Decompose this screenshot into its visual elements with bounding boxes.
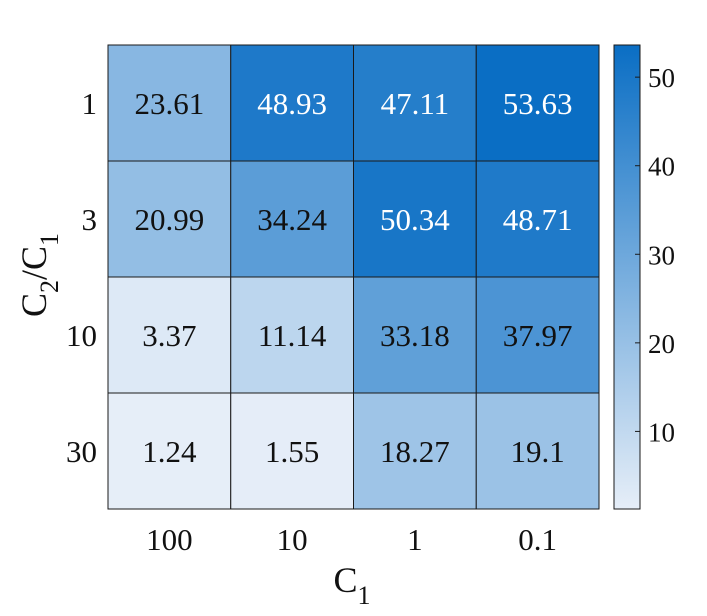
x-tick-label-1: 10 xyxy=(277,522,308,557)
colorbar-tick-label-2: 30 xyxy=(648,240,675,270)
heatmap-cell-r0-c0 xyxy=(107,44,232,162)
cell-value-label-r1-c1: 34.24 xyxy=(257,202,327,237)
y-axis-label-num-sub: 2 xyxy=(35,280,64,293)
y-axis-label: C2/C1 xyxy=(14,233,64,317)
heatmap-cell-r2-c3 xyxy=(475,276,600,394)
heatmap-cell-r0-c3 xyxy=(475,44,600,162)
heatmap-cell-r3-c0 xyxy=(107,392,232,510)
colorbar-tick-label-0: 10 xyxy=(648,417,675,447)
heatmap-cell-r1-c0 xyxy=(107,160,232,278)
colorbar-tick-label-4: 50 xyxy=(648,63,675,93)
y-tick-label-3: 30 xyxy=(66,434,97,469)
heatmap-cell-r0-c1 xyxy=(230,44,354,162)
cell-value-label-r1-c0: 20.99 xyxy=(135,202,205,237)
y-tick-label-0: 1 xyxy=(82,86,98,121)
colorbar-gradient xyxy=(613,44,641,510)
y-axis-label-den-sub: 1 xyxy=(35,233,64,246)
x-tick-label-0: 100 xyxy=(146,522,193,557)
x-tick-label-3: 0.1 xyxy=(518,522,557,557)
cell-value-label-r1-c3: 48.71 xyxy=(503,202,573,237)
x-axis-label-base: C xyxy=(333,560,357,600)
cell-value-label-r2-c1: 11.14 xyxy=(258,318,327,353)
heatmap-cells: 23.61 48.93 47.11 53.63 20.99 34.24 50.34 48.71… xyxy=(107,44,600,510)
heatmap-cell-r0-c2 xyxy=(353,44,477,162)
cell-value-label-r2-c3: 37.97 xyxy=(503,318,573,353)
y-tick-labels: 1 3 10 30 xyxy=(66,86,97,469)
x-tick-labels: 100 10 1 0.1 xyxy=(146,522,557,557)
cell-value-label-r3-c3: 19.1 xyxy=(511,434,565,469)
cell-value-label-r3-c2: 18.27 xyxy=(380,434,450,469)
cell-value-label-r0-c2: 47.11 xyxy=(381,86,450,121)
colorbar-tick-label-1: 20 xyxy=(648,329,675,359)
x-tick-label-2: 1 xyxy=(407,522,423,557)
heatmap-cell-r3-c1 xyxy=(230,392,354,510)
cell-value-label-r2-c0: 3.37 xyxy=(142,318,196,353)
cell-value-label-r1-c2: 50.34 xyxy=(380,202,450,237)
x-axis-label: C1 xyxy=(333,560,370,610)
cell-value-label-r3-c0: 1.24 xyxy=(142,434,197,469)
y-axis-label-num-base: C xyxy=(14,293,54,317)
heatmap-cell-r3-c2 xyxy=(353,392,477,510)
colorbar-tick-label-3: 40 xyxy=(648,152,675,182)
x-axis-label-sub: 1 xyxy=(358,581,371,610)
y-axis-label-sep: / xyxy=(14,270,54,280)
cell-value-label-r0-c0: 23.61 xyxy=(135,86,205,121)
heatmap-cell-r1-c1 xyxy=(230,160,354,278)
cell-value-label-r2-c2: 33.18 xyxy=(380,318,450,353)
heatmap-cell-r3-c3 xyxy=(475,392,600,510)
cell-value-label-r0-c1: 48.93 xyxy=(257,86,327,121)
y-tick-label-2: 10 xyxy=(66,318,97,353)
cell-value-label-r0-c3: 53.63 xyxy=(503,86,573,121)
y-tick-label-1: 3 xyxy=(82,202,98,237)
heatmap-cell-r1-c3 xyxy=(475,160,600,278)
cell-value-label-r3-c1: 1.55 xyxy=(265,434,319,469)
y-axis-label-den-base: C xyxy=(14,246,54,270)
colorbar: 10 20 30 40 50 xyxy=(613,44,675,510)
heatmap-cell-r2-c1 xyxy=(230,276,354,394)
